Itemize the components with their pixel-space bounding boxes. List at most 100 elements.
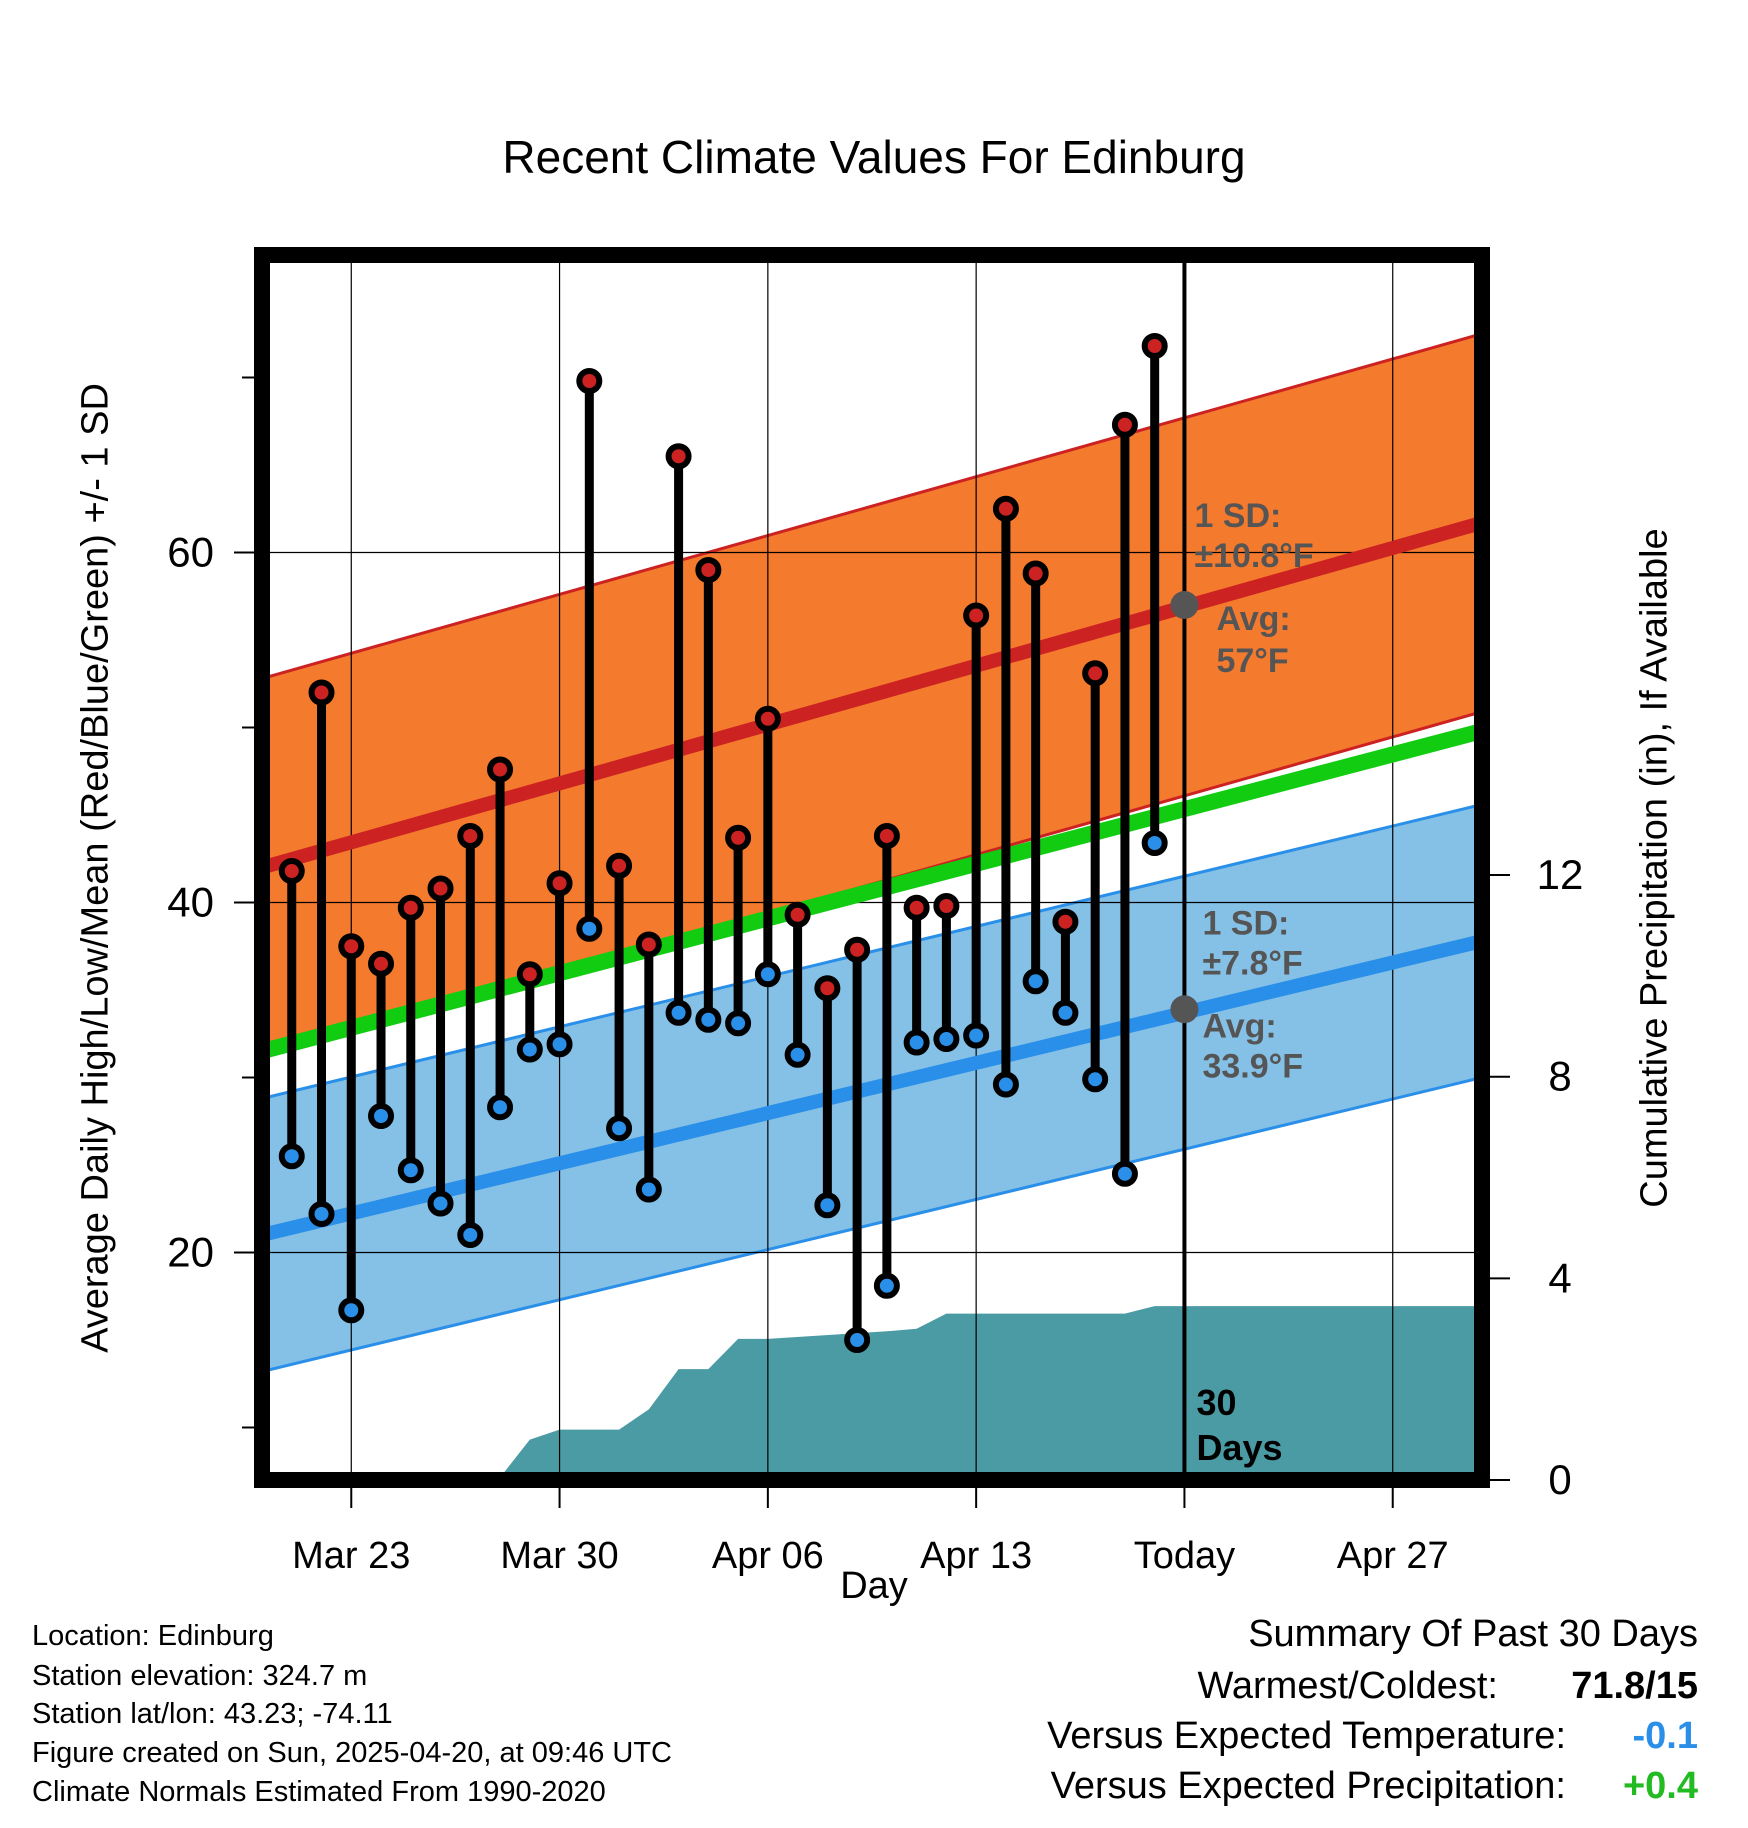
daily-high-point [308, 679, 335, 706]
daily-low-point [665, 999, 692, 1026]
low-band-lower-edge [262, 1076, 1482, 1373]
summary-precip-value: +0.4 [1622, 1765, 1698, 1807]
daily-high-point [487, 756, 514, 783]
daily-low-point [1141, 830, 1168, 856]
low-band-upper-edge [262, 803, 1482, 1100]
daily-high-point [338, 933, 365, 960]
daily-low-point [963, 1022, 990, 1049]
summary-title: Summary Of Past 30 Days [1248, 1613, 1698, 1655]
daily-low-point [278, 1143, 305, 1170]
daily-high-point [844, 936, 871, 963]
footer-created: Figure created on Sun, 2025-04-20, at 09… [32, 1737, 672, 1769]
plot-frame [254, 247, 1490, 1488]
x-tick-label: Apr 27 [1337, 1535, 1449, 1577]
daily-high-point [635, 931, 662, 958]
daily-low-point [397, 1157, 424, 1184]
daily-high-point [606, 852, 633, 879]
daily-low-point [695, 1006, 722, 1033]
daily-high-point [963, 602, 990, 629]
x-tick-label: Mar 23 [292, 1535, 410, 1577]
low-sd-value: ±7.8°F [1202, 944, 1302, 982]
daily-high-point [368, 950, 395, 977]
y-tick-label: 60 [167, 529, 214, 576]
y2-tick-label: 0 [1548, 1456, 1571, 1503]
daily-high-point [695, 557, 722, 583]
y2-tick-label: 8 [1548, 1053, 1571, 1100]
daily-low-point [635, 1176, 662, 1203]
daily-low-point [457, 1222, 484, 1248]
daily-high-point [665, 443, 692, 470]
normal-low-line [262, 934, 1482, 1242]
summary-warm-cold-label: Warmest/Coldest: [1197, 1665, 1498, 1707]
summary-temp-value: -0.1 [1632, 1715, 1698, 1757]
high-sd-value: ±10.8°F [1194, 537, 1313, 575]
daily-low-point [784, 1041, 811, 1068]
footer-latlon: Station lat/lon: 43.23; -74.11 [32, 1698, 393, 1730]
cumulative-precip-area [262, 1306, 1482, 1480]
daily-low-point [844, 1327, 871, 1353]
high-band-upper-edge [262, 332, 1482, 680]
daily-high-point [784, 901, 811, 928]
footer-location: Location: Edinburg [32, 1620, 274, 1652]
x-axis-label: Day [840, 1565, 908, 1607]
summary-warm-cold-value: 71.8/15 [1571, 1665, 1698, 1707]
daily-low-point [1082, 1066, 1109, 1093]
y-tick-label: 20 [167, 1229, 214, 1276]
daily-low-point [754, 961, 781, 988]
daily-low-point [427, 1190, 454, 1217]
summary-temp-label: Versus Expected Temperature: [1047, 1715, 1566, 1757]
y2-tick-label: 12 [1537, 851, 1584, 898]
daily-high-point [754, 705, 781, 732]
daily-high-point [1052, 908, 1079, 935]
daily-low-point [516, 1036, 543, 1063]
daily-low-point [368, 1103, 395, 1129]
x-tick-label: Apr 13 [920, 1535, 1032, 1577]
daily-high-point [1022, 560, 1049, 587]
daily-high-point [427, 875, 454, 902]
y-axis-label: Average Daily High/Low/Mean (Red/Blue/Gr… [74, 383, 117, 1353]
daily-low-point [1022, 968, 1049, 995]
high-avg-value: 57°F [1216, 642, 1288, 680]
daily-low-point [487, 1094, 514, 1121]
daily-high-point [903, 894, 930, 921]
daily-high-point [814, 975, 841, 1002]
daily-low-point [606, 1115, 633, 1142]
x-tick-label: Mar 30 [500, 1535, 618, 1577]
low-sd-label: 1 SD: [1202, 904, 1289, 942]
daily-low-point [933, 1026, 960, 1052]
daily-high-point [278, 858, 305, 884]
daily-low-point [546, 1031, 573, 1058]
daily-low-point [338, 1297, 365, 1324]
low-avg-value: 33.9°F [1202, 1047, 1303, 1085]
daily-low-point [576, 915, 603, 942]
daily-high-point [397, 894, 424, 921]
x-tick-label: Today [1134, 1535, 1235, 1577]
footer-normals: Climate Normals Estimated From 1990-2020 [32, 1776, 606, 1808]
daily-high-point [1111, 411, 1138, 438]
daily-high-point [1141, 333, 1168, 359]
daily-high-point [873, 823, 900, 849]
daily-low-point [308, 1201, 335, 1227]
daily-high-point [725, 824, 752, 851]
summary-precip-label: Versus Expected Precipitation: [1050, 1765, 1566, 1807]
daily-low-point [814, 1192, 841, 1219]
low-avg-label: Avg: [1202, 1007, 1276, 1045]
low-avg-marker [1170, 995, 1199, 1024]
daily-high-point [457, 823, 484, 849]
normal-mean-line [262, 723, 1482, 1059]
x-tick-label: Apr 06 [712, 1535, 824, 1577]
daily-low-point [903, 1029, 930, 1056]
today-label-line-2: Days [1196, 1427, 1282, 1468]
today-label-line-1: 30 [1196, 1382, 1236, 1423]
footer-elevation: Station elevation: 324.7 m [32, 1660, 368, 1692]
daily-low-point [992, 1071, 1019, 1098]
y2-axis-label: Cumulative Precipitation (in), If Availa… [1633, 528, 1676, 1208]
daily-low-point [1052, 999, 1079, 1026]
daily-high-point [516, 961, 543, 988]
chart-title: Recent Climate Values For Edinburg [502, 131, 1246, 183]
daily-low-point [1111, 1160, 1138, 1187]
daily-high-point [933, 893, 960, 919]
daily-high-point [1082, 660, 1109, 687]
high-sd-label: 1 SD: [1194, 497, 1281, 535]
